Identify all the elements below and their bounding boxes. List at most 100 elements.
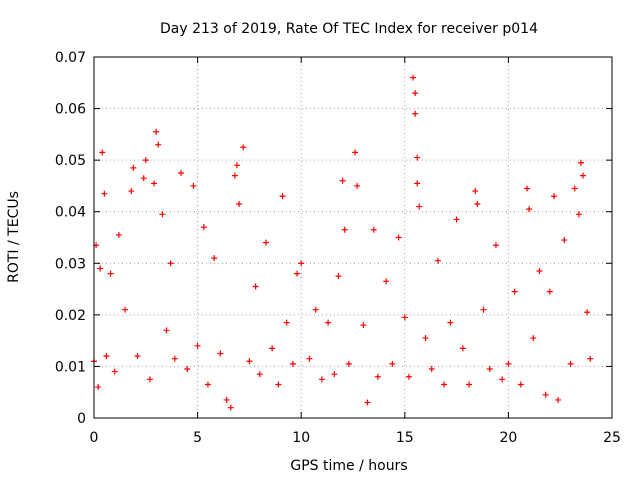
y-axis-label: ROTI / TECUs bbox=[6, 191, 22, 283]
data-point bbox=[227, 404, 234, 411]
data-point bbox=[151, 180, 158, 187]
chart-title: Day 213 of 2019, Rate Of TEC Index for r… bbox=[160, 21, 538, 37]
x-tick-label: 20 bbox=[499, 430, 517, 446]
data-point bbox=[318, 376, 325, 383]
data-point bbox=[103, 353, 110, 360]
data-point bbox=[536, 268, 543, 275]
data-point bbox=[146, 376, 153, 383]
data-point bbox=[412, 110, 419, 117]
axis-ticks: 0 5 10 15 20 25 0 0.01 0.02 0.03 0.04 0.05 0.06 0.07 bbox=[55, 50, 621, 446]
data-point bbox=[159, 211, 166, 218]
data-point bbox=[200, 224, 207, 231]
data-point bbox=[414, 154, 421, 161]
data-point bbox=[122, 306, 129, 313]
data-point bbox=[472, 188, 479, 195]
data-point bbox=[262, 239, 269, 246]
data-point bbox=[97, 265, 104, 272]
data-points bbox=[91, 74, 594, 411]
data-point bbox=[233, 162, 240, 169]
data-point bbox=[422, 335, 429, 342]
data-point bbox=[405, 373, 412, 380]
data-point bbox=[345, 360, 352, 367]
data-point bbox=[492, 242, 499, 249]
data-point bbox=[171, 355, 178, 362]
data-point bbox=[111, 368, 118, 375]
data-point bbox=[331, 371, 338, 378]
data-point bbox=[275, 381, 282, 388]
data-point bbox=[584, 309, 591, 316]
data-point bbox=[294, 270, 301, 277]
data-point bbox=[374, 373, 381, 380]
data-point bbox=[453, 216, 460, 223]
data-point bbox=[571, 185, 578, 192]
data-point bbox=[240, 144, 247, 151]
x-tick-label: 15 bbox=[396, 430, 414, 446]
y-tick-label: 0.05 bbox=[55, 153, 86, 169]
x-tick-label: 5 bbox=[193, 430, 202, 446]
data-point bbox=[223, 396, 230, 403]
y-tick-label: 0.03 bbox=[55, 256, 86, 272]
data-point bbox=[184, 366, 191, 373]
data-point bbox=[339, 177, 346, 184]
data-point bbox=[130, 164, 137, 171]
data-point bbox=[140, 175, 147, 182]
x-axis-label: GPS time / hours bbox=[290, 458, 407, 474]
y-tick-label: 0.01 bbox=[55, 359, 86, 375]
data-point bbox=[306, 355, 313, 362]
x-tick-label: 25 bbox=[603, 430, 621, 446]
data-point bbox=[354, 182, 361, 189]
data-point bbox=[480, 306, 487, 313]
data-point bbox=[474, 200, 481, 207]
data-point bbox=[279, 193, 286, 200]
data-point bbox=[577, 159, 584, 166]
data-point bbox=[217, 350, 224, 357]
data-point bbox=[178, 170, 185, 177]
data-point bbox=[428, 366, 435, 373]
data-point bbox=[142, 157, 149, 164]
data-point bbox=[269, 345, 276, 352]
data-point bbox=[231, 172, 238, 179]
data-point bbox=[505, 360, 512, 367]
data-point bbox=[511, 288, 518, 295]
data-point bbox=[383, 278, 390, 285]
data-point bbox=[252, 283, 259, 290]
data-point bbox=[194, 342, 201, 349]
data-point bbox=[389, 360, 396, 367]
x-tick-label: 0 bbox=[90, 430, 99, 446]
data-point bbox=[412, 90, 419, 97]
data-point bbox=[128, 188, 135, 195]
y-tick-label: 0.02 bbox=[55, 308, 86, 324]
data-point bbox=[526, 206, 533, 213]
data-point bbox=[416, 203, 423, 210]
data-point bbox=[414, 180, 421, 187]
data-point bbox=[364, 399, 371, 406]
y-tick-label: 0 bbox=[77, 411, 86, 427]
data-point bbox=[542, 391, 549, 398]
data-point bbox=[163, 327, 170, 334]
data-point bbox=[99, 149, 106, 156]
data-point bbox=[579, 172, 586, 179]
data-point bbox=[447, 319, 454, 326]
data-point bbox=[256, 371, 263, 378]
data-point bbox=[561, 237, 568, 244]
data-point bbox=[546, 288, 553, 295]
grid-lines bbox=[94, 57, 612, 418]
y-tick-label: 0.07 bbox=[55, 50, 86, 66]
y-tick-label: 0.04 bbox=[55, 205, 86, 221]
data-point bbox=[486, 366, 493, 373]
data-point bbox=[325, 319, 332, 326]
data-point bbox=[466, 381, 473, 388]
data-point bbox=[95, 384, 102, 391]
data-point bbox=[115, 231, 122, 238]
data-point bbox=[101, 190, 108, 197]
data-point bbox=[441, 381, 448, 388]
data-point bbox=[360, 322, 367, 329]
data-point bbox=[236, 200, 243, 207]
data-point bbox=[575, 211, 582, 218]
data-point bbox=[167, 260, 174, 267]
data-point bbox=[434, 257, 441, 264]
data-point bbox=[395, 234, 402, 241]
data-point bbox=[341, 226, 348, 233]
data-point bbox=[155, 141, 162, 148]
